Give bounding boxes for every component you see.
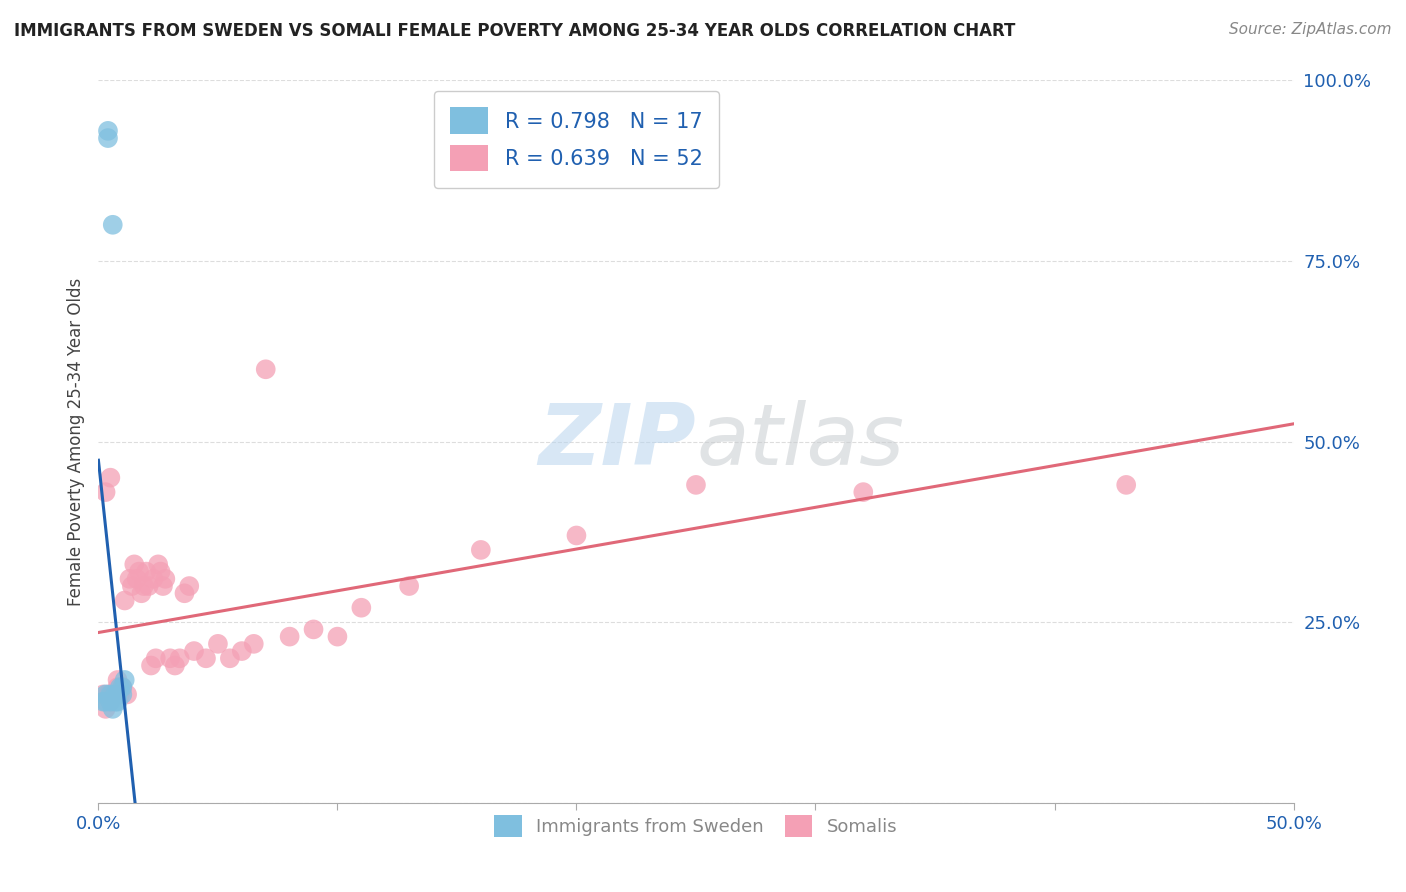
- Point: [98, 695, 122, 709]
- Point: [1115, 478, 1137, 492]
- Point: [159, 651, 181, 665]
- Point: [219, 651, 242, 665]
- Point: [111, 680, 134, 694]
- Point: [107, 687, 129, 701]
- Point: [169, 651, 191, 665]
- Point: [125, 572, 148, 586]
- Point: [97, 124, 120, 138]
- Point: [145, 651, 167, 665]
- Point: [326, 630, 349, 644]
- Point: [254, 362, 277, 376]
- Point: [107, 680, 129, 694]
- Text: IMMIGRANTS FROM SWEDEN VS SOMALI FEMALE POVERTY AMONG 25-34 YEAR OLDS CORRELATIO: IMMIGRANTS FROM SWEDEN VS SOMALI FEMALE …: [14, 22, 1015, 40]
- Text: Source: ZipAtlas.com: Source: ZipAtlas.com: [1229, 22, 1392, 37]
- Point: [98, 470, 122, 484]
- Point: [470, 542, 492, 557]
- Point: [107, 695, 129, 709]
- Point: [114, 673, 136, 687]
- Point: [138, 579, 160, 593]
- Point: [101, 218, 124, 232]
- Text: atlas: atlas: [696, 400, 904, 483]
- Point: [118, 572, 141, 586]
- Point: [231, 644, 253, 658]
- Point: [139, 658, 162, 673]
- Point: [108, 687, 131, 701]
- Point: [149, 565, 172, 579]
- Point: [852, 485, 875, 500]
- Point: [94, 485, 117, 500]
- Point: [183, 644, 205, 658]
- Point: [104, 687, 127, 701]
- Point: [142, 572, 165, 586]
- Point: [128, 565, 150, 579]
- Point: [124, 558, 146, 572]
- Point: [179, 579, 201, 593]
- Point: [97, 131, 120, 145]
- Point: [398, 579, 420, 593]
- Point: [195, 651, 218, 665]
- Point: [131, 586, 153, 600]
- Point: [111, 687, 134, 701]
- Point: [135, 565, 157, 579]
- Y-axis label: Female Poverty Among 25-34 Year Olds: Female Poverty Among 25-34 Year Olds: [66, 277, 84, 606]
- Point: [685, 478, 707, 492]
- Point: [107, 673, 129, 687]
- Legend: Immigrants from Sweden, Somalis: Immigrants from Sweden, Somalis: [488, 808, 904, 845]
- Point: [98, 687, 122, 701]
- Point: [94, 695, 117, 709]
- Point: [91, 687, 114, 701]
- Point: [91, 695, 114, 709]
- Point: [114, 593, 136, 607]
- Point: [132, 579, 155, 593]
- Point: [108, 680, 131, 694]
- Point: [101, 702, 124, 716]
- Point: [350, 600, 373, 615]
- Point: [111, 680, 134, 694]
- Point: [94, 687, 117, 701]
- Point: [101, 687, 124, 701]
- Point: [98, 695, 122, 709]
- Text: ZIP: ZIP: [538, 400, 696, 483]
- Point: [173, 586, 195, 600]
- Point: [302, 623, 325, 637]
- Point: [243, 637, 266, 651]
- Point: [207, 637, 229, 651]
- Point: [565, 528, 588, 542]
- Point: [121, 579, 143, 593]
- Point: [115, 687, 138, 701]
- Point: [163, 658, 186, 673]
- Point: [152, 579, 174, 593]
- Point: [97, 687, 120, 701]
- Point: [148, 558, 170, 572]
- Point: [104, 695, 127, 709]
- Point: [155, 572, 177, 586]
- Point: [94, 702, 117, 716]
- Point: [104, 687, 127, 701]
- Point: [278, 630, 301, 644]
